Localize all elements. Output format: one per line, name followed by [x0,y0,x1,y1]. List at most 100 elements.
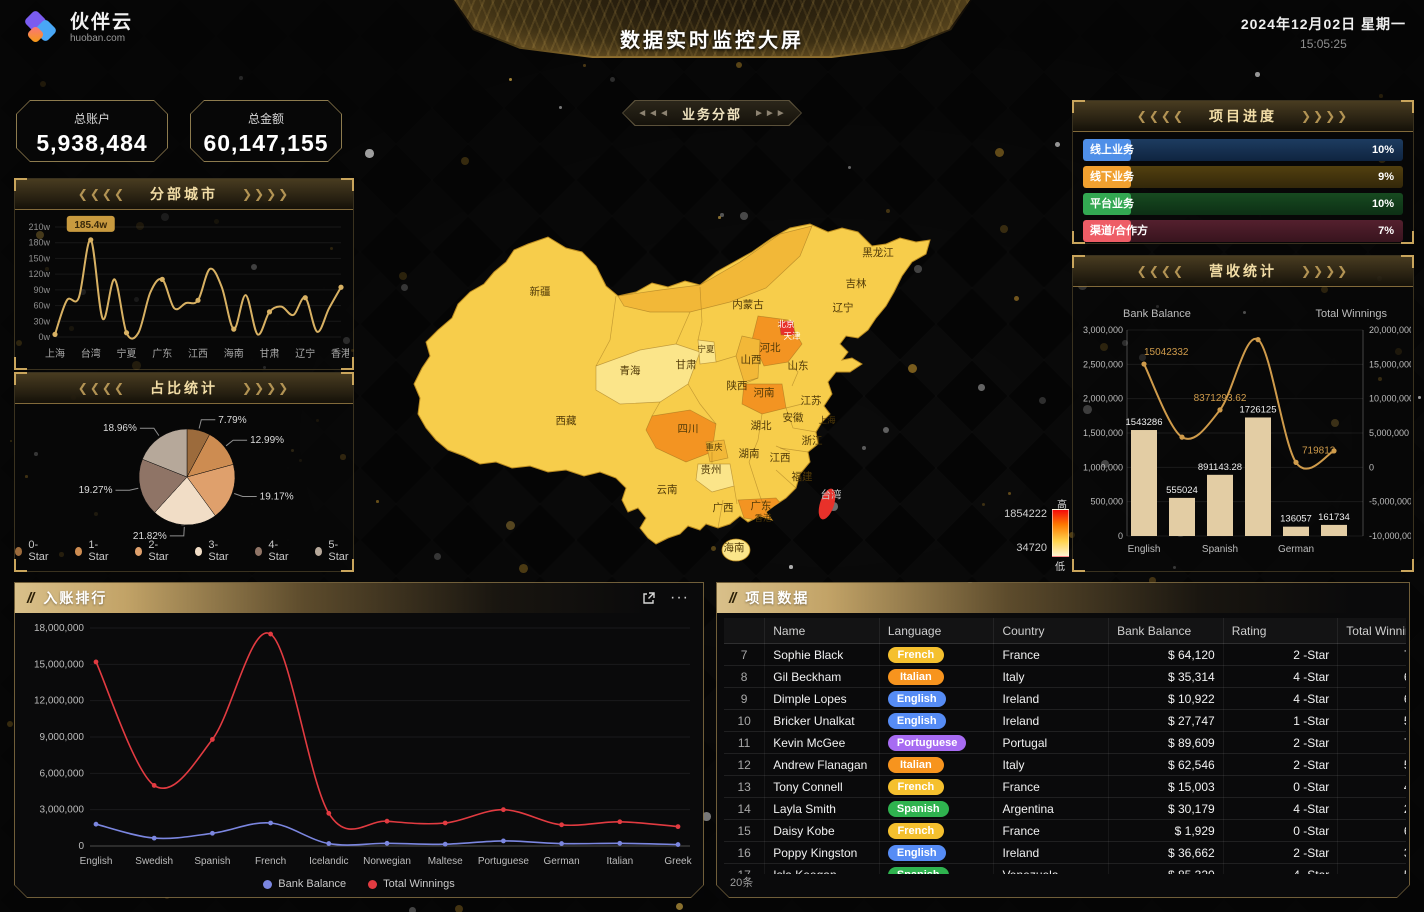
panel-progress-header: ❮❮❮❮ 项目进度 ❯❯❯❯ [1073,101,1413,132]
svg-text:180w: 180w [28,238,50,248]
svg-text:山西: 山西 [741,354,762,366]
sparkle-dot [519,564,528,573]
table-row[interactable]: 9 Dimple Lopes English Ireland $ 10,922 4 -St… [724,687,1406,710]
svg-text:安徽: 安徽 [783,411,804,424]
panel-city-title: 分部城市 [150,186,218,202]
cell-bank: $ 62,546 [1108,753,1224,776]
cell-bank: $ 89,609 [1108,731,1224,754]
stat-label: 总金额 [247,112,284,126]
svg-text:云南: 云南 [657,483,678,496]
cell-language: French [879,775,995,798]
svg-text:161734: 161734 [1318,512,1350,523]
sparkle-dot [376,500,379,503]
sparkle-dot [239,76,243,80]
svg-text:江西: 江西 [770,452,791,464]
pie-legend-item-3-Star[interactable]: 3-Star [195,539,233,563]
column-header-Rating: Rating [1223,618,1339,644]
table-row[interactable]: 11 Kevin McGee Portuguese Portugal $ 89,609 2… [724,731,1406,754]
revenue-combo-chart[interactable]: 0 500,000 1,000,000 1,500,000 2,000,000 2,500… [1075,314,1411,566]
svg-text:719813: 719813 [1302,445,1336,456]
svg-text:黑龙江: 黑龙江 [862,246,894,259]
table-row[interactable]: 14 Layla Smith Spanish Argentina $ 30,179 4 -… [724,797,1406,820]
pie-legend-item-0-Star[interactable]: 0-Star [15,539,53,563]
svg-text:2,500,000: 2,500,000 [1083,359,1123,369]
svg-text:12.99%: 12.99% [250,435,284,446]
panel-table-title: 项目数据 [745,590,810,606]
svg-text:0: 0 [1369,462,1374,472]
svg-text:Italian: Italian [606,856,633,867]
legend-label: 0-Star [28,539,49,563]
pie-legend-item-5-Star[interactable]: 5-Star [315,539,353,563]
pie-legend-item-1-Star[interactable]: 1-Star [75,539,113,563]
project-table-container[interactable]: Name Language Country Bank Balance Rating Tot… [724,618,1406,874]
svg-text:湖南: 湖南 [739,447,760,460]
cell-bank: $ 15,003 [1108,775,1224,798]
external-link-icon[interactable] [642,591,656,605]
logo-text: 伙伴云 huoban.com [70,13,133,45]
progress-label: 线下业务 [1090,171,1134,183]
table-row[interactable]: 17Isla Keegan Spanish Venezuela$ 85,3204 -… [724,863,1406,874]
svg-text:江西: 江西 [188,348,208,360]
svg-text:Spanish: Spanish [194,856,230,867]
badge-arrows-right-icon: ►►► [754,107,787,119]
sparkle-dot [1055,142,1060,147]
sparkle-dot [434,553,442,561]
progress-percent: 7% [1378,225,1394,237]
ranking-legend-item-Total Winnings[interactable]: Total Winnings [368,878,455,890]
table-row[interactable]: 16 Poppy Kingston English Ireland $ 36,662 2 … [724,841,1406,864]
chevrons-left-icon: ❮❮❮❮ [77,381,126,395]
cell-idx: 10 [724,709,766,732]
svg-text:河南: 河南 [754,386,775,399]
revenue-bar [1169,497,1195,536]
cell-country: Ireland [993,709,1110,732]
svg-text:1,000,000: 1,000,000 [1083,462,1123,472]
more-options-icon[interactable]: ··· [670,589,689,606]
map-visual-scale: 高 1854222 34720 低 [985,496,1075,573]
top-header: 伙伴云 huoban.com 数据实时监控大屏 2024年12月02日 星期一 … [0,0,1424,62]
svg-text:2,000,000: 2,000,000 [1083,394,1123,404]
cell-name: Andrew Flanagan [764,753,880,776]
sparkle-dot [583,64,586,67]
sparkle-dot [883,427,889,433]
cell-country: Ireland [993,841,1110,864]
legend-dot-icon [75,546,83,556]
city-line-chart[interactable]: 0w 30w 60w 90w 120w 150w 180w 210w 上海 台湾 宁夏 广东 江西 海南 甘… [19,213,349,365]
pie-slice-4-Star [138,458,188,513]
pie-legend-item-2-Star[interactable]: 2-Star [135,539,173,563]
svg-text:1,500,000: 1,500,000 [1083,428,1123,438]
hainan-island [721,538,751,562]
cell-bank: $ 27,747 [1108,709,1224,732]
ranking-legend-item-Bank Balance[interactable]: Bank Balance [263,878,346,890]
sparkle-dot [509,78,512,81]
cell-winnings: 520451 [1337,709,1406,732]
progress-chip [1083,193,1131,215]
legend-dot-icon [315,546,323,556]
cell-country: Argentina [993,797,1110,820]
svg-text:12,000,000: 12,000,000 [34,696,84,707]
svg-text:19.17%: 19.17% [260,492,294,503]
table-row[interactable]: 12 Andrew Flanagan Italian Italy $ 62,546 2 -… [724,753,1406,776]
ranking-line-chart[interactable]: 0 3,000,000 6,000,000 9,000,000 12,000,000 15… [14,614,704,890]
chevrons-right-icon: ❯❯❯❯ [242,187,291,201]
svg-text:陕西: 陕西 [727,379,748,392]
table-row[interactable]: 7 Sophie Black French France $ 64,120 2 -Star… [724,643,1406,666]
logo[interactable]: 伙伴云 huoban.com [23,9,133,47]
sparkle-dot [1255,72,1260,77]
star-pie-chart[interactable]: 7.79% 12.99% 19.17% 21.82% 19.27% 18.96% [15,405,353,543]
double-slash-icon: // [729,589,736,607]
svg-text:18.96%: 18.96% [103,423,137,434]
sparkle-dot [1379,94,1383,98]
visual-low-label: 低 [1055,562,1065,573]
pie-legend-item-4-Star[interactable]: 4-Star [255,539,293,563]
panel-ranking: // 入账排行 ··· 0 3,000,000 6,000,000 9,000,000… [14,582,704,898]
svg-text:广东: 广东 [152,347,172,360]
revenue-bar [1283,526,1309,536]
svg-text:西藏: 西藏 [556,415,577,427]
svg-text:30w: 30w [33,316,50,326]
cell-country: France [993,643,1110,666]
table-row[interactable]: 13 Tony Connell French France $ 15,003 0 -Sta… [724,775,1406,798]
table-row[interactable]: 10 Bricker Unalkat English Ireland $ 27,747 1… [724,709,1406,732]
